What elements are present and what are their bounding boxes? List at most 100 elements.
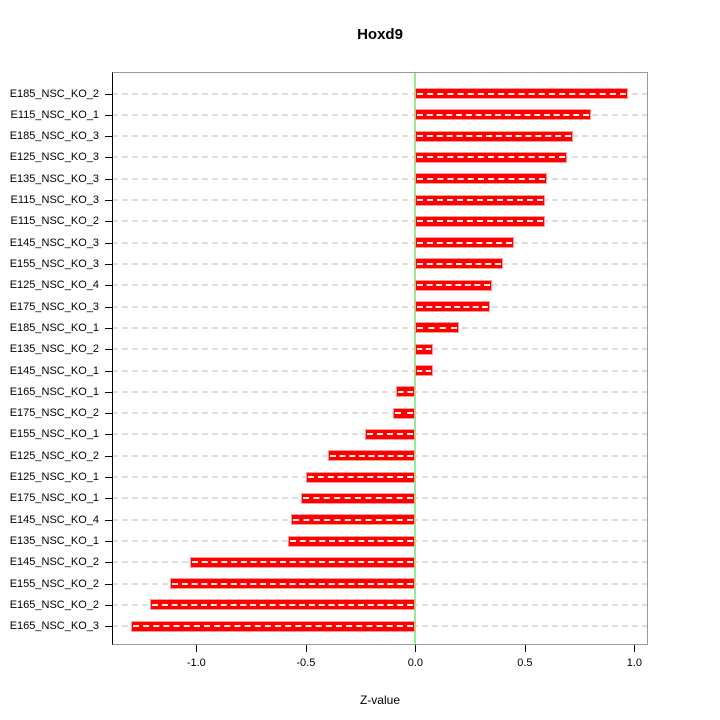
bar xyxy=(150,599,416,611)
x-axis-title: Z-value xyxy=(359,693,400,707)
y-axis-label: E155_NSC_KO_1 xyxy=(9,428,99,441)
y-axis-label: E155_NSC_KO_3 xyxy=(9,257,99,270)
x-axis-tick xyxy=(634,645,636,652)
bar xyxy=(290,514,416,526)
bar xyxy=(415,109,591,121)
y-axis-label: E165_NSC_KO_3 xyxy=(9,620,99,633)
row-gridline xyxy=(112,113,648,116)
y-axis-label: E185_NSC_KO_1 xyxy=(9,321,99,334)
y-axis-tick xyxy=(105,434,112,436)
bar-hatch-pattern xyxy=(417,220,543,223)
bar xyxy=(288,535,416,547)
y-axis-tick xyxy=(105,200,112,202)
bar xyxy=(415,173,547,185)
row-gridline xyxy=(112,326,648,329)
y-axis-tick xyxy=(105,114,112,116)
bar-hatch-pattern xyxy=(417,305,488,308)
bar-hatch-pattern xyxy=(417,135,572,138)
bar-hatch-pattern xyxy=(417,241,512,244)
bar-hatch-pattern xyxy=(395,412,414,415)
y-axis-tick xyxy=(105,541,112,542)
row-gridline xyxy=(112,369,648,372)
y-axis-label: E145_NSC_KO_1 xyxy=(9,364,99,377)
x-axis-tick xyxy=(196,645,198,652)
y-axis-label: E125_NSC_KO_1 xyxy=(9,471,99,484)
row-gridline xyxy=(112,412,648,415)
x-axis-tick-label: -1.0 xyxy=(186,657,206,669)
bar-hatch-pattern xyxy=(417,262,501,265)
y-axis-label: E165_NSC_KO_1 xyxy=(9,385,99,398)
row-gridline xyxy=(112,156,648,159)
bar xyxy=(415,151,567,163)
row-gridline xyxy=(112,390,648,393)
y-axis-label: E165_NSC_KO_2 xyxy=(9,598,99,611)
bar-hatch-pattern xyxy=(307,476,414,479)
bar-hatch-pattern xyxy=(417,284,491,287)
bar-hatch-pattern xyxy=(191,561,414,564)
bar xyxy=(415,237,514,249)
y-axis-tick xyxy=(105,455,112,457)
bar-hatch-pattern xyxy=(417,348,431,351)
bar xyxy=(415,279,493,291)
bar-hatch-pattern xyxy=(132,625,414,628)
x-axis-tick-label: 0.0 xyxy=(407,657,424,669)
x-axis-tick xyxy=(524,645,526,652)
bar xyxy=(415,194,545,206)
row-gridline xyxy=(112,220,648,223)
y-axis-tick xyxy=(105,178,112,180)
bar xyxy=(395,386,416,398)
y-axis-label: E125_NSC_KO_3 xyxy=(9,151,99,164)
y-axis-tick xyxy=(105,93,112,95)
y-axis-tick xyxy=(105,285,112,287)
y-axis-tick xyxy=(105,136,112,138)
y-axis-tick xyxy=(105,498,112,500)
bar-hatch-pattern xyxy=(172,582,414,585)
row-gridline xyxy=(112,241,648,244)
bar-hatch-pattern xyxy=(417,113,589,116)
bar xyxy=(415,343,433,355)
y-axis-label: E135_NSC_KO_1 xyxy=(9,535,99,547)
y-axis-label: E115_NSC_KO_2 xyxy=(10,215,99,228)
y-axis-tick xyxy=(105,327,112,329)
y-axis-label: E175_NSC_KO_2 xyxy=(9,407,99,420)
bar-hatch-pattern xyxy=(329,454,414,457)
y-axis-tick xyxy=(105,519,112,521)
bar-hatch-pattern xyxy=(152,603,414,606)
bar xyxy=(364,428,416,440)
y-axis-label: E115_NSC_KO_1 xyxy=(10,108,99,121)
row-gridline xyxy=(112,199,648,202)
y-axis-tick xyxy=(105,391,112,393)
y-axis-label: E175_NSC_KO_1 xyxy=(9,492,99,505)
row-gridline xyxy=(112,262,648,265)
y-axis-tick xyxy=(105,221,112,223)
y-axis-tick xyxy=(105,413,112,415)
bar xyxy=(415,365,433,377)
y-axis-tick xyxy=(105,370,112,372)
bar xyxy=(301,492,416,504)
x-axis-tick xyxy=(415,645,417,652)
y-axis-label: E155_NSC_KO_2 xyxy=(9,577,99,590)
bar-hatch-pattern xyxy=(417,369,431,372)
bar-hatch-pattern xyxy=(417,177,545,180)
y-axis-tick xyxy=(105,583,112,585)
y-axis-label: E145_NSC_KO_2 xyxy=(9,556,99,569)
bar-hatch-pattern xyxy=(397,390,414,393)
zero-reference-line xyxy=(414,72,417,645)
bar-hatch-pattern xyxy=(417,92,626,95)
bar-hatch-pattern xyxy=(292,518,414,521)
y-axis-label: E115_NSC_KO_3 xyxy=(10,194,99,207)
y-axis-tick xyxy=(105,306,112,308)
bar xyxy=(327,450,416,462)
y-axis-tick xyxy=(105,477,112,479)
y-axis-label: E135_NSC_KO_2 xyxy=(9,343,99,356)
y-axis-label: E145_NSC_KO_3 xyxy=(9,236,99,249)
bar xyxy=(415,215,545,227)
bar-hatch-pattern xyxy=(366,433,414,436)
bar-hatch-pattern xyxy=(290,540,414,542)
bar xyxy=(170,578,416,590)
y-axis-label: E185_NSC_KO_2 xyxy=(9,87,99,100)
x-axis-tick-label: -0.5 xyxy=(296,657,316,669)
y-axis-tick xyxy=(105,157,112,159)
y-axis-tick xyxy=(105,242,112,244)
row-gridline xyxy=(112,135,648,138)
